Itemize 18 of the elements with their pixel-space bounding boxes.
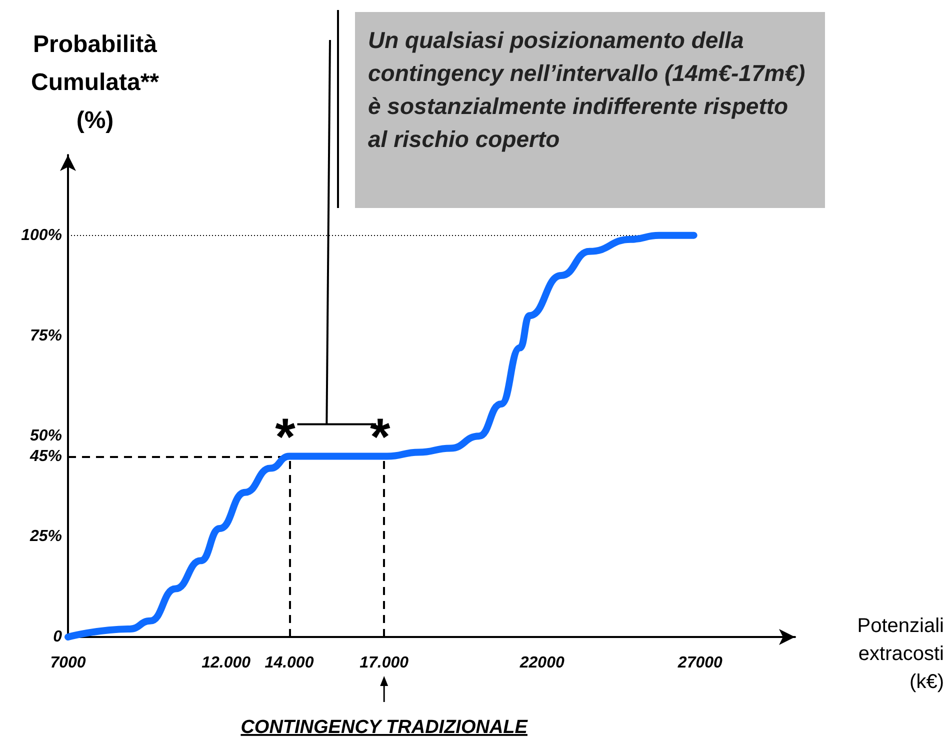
y-tick-label: 0 bbox=[53, 628, 62, 646]
x-tick-label: 17.000 bbox=[360, 654, 409, 672]
text: CONTINGENCY TRADIZIONALE bbox=[240, 717, 529, 738]
x-tick-label: 12.000 bbox=[202, 654, 251, 672]
x-tick-label: 14.000 bbox=[264, 654, 314, 672]
x-tick-label: 22000 bbox=[518, 654, 564, 672]
x-axis-title: Potenziali extracosti (k€) bbox=[857, 615, 944, 693]
y-tick-label: 50% bbox=[30, 428, 62, 445]
y-tick-label: 100% bbox=[21, 226, 62, 244]
text: Un qualsiasi posizionamento della contingency nell’intervallo (14m€-17m€) è sostanzialmente indifferente rispetto al rischio coperto bbox=[368, 27, 806, 152]
y-tick-label: 45% bbox=[28, 448, 62, 465]
annotation: * bbox=[275, 408, 296, 466]
y-tick-label: 75% bbox=[30, 327, 62, 344]
y-axis-title: Probabilità Cumulata** (%) bbox=[30, 31, 160, 134]
annotation: * bbox=[370, 408, 391, 466]
y-tick-label: 25% bbox=[28, 528, 62, 546]
x-tick-label: 7000 bbox=[50, 654, 86, 672]
x-tick-label: 27000 bbox=[676, 654, 723, 672]
